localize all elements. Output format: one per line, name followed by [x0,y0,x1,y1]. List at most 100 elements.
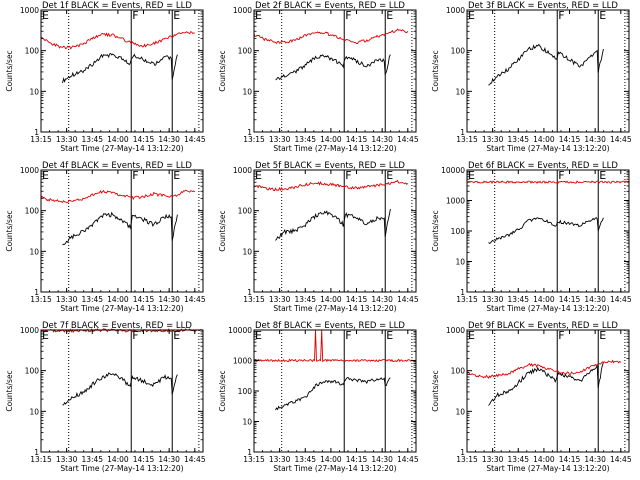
x-tick-label: 14:00 [533,135,555,144]
interval-flag: E [255,9,262,22]
x-tick-label: 14:30 [371,295,393,304]
x-tick-label: 13:30 [56,295,78,304]
x-tick-label: 14:30 [158,455,180,464]
interval-flag: E [599,169,606,182]
interval-flag: F [345,329,351,342]
x-tick-label: 14:00 [533,295,555,304]
y-tick-label: 10 [29,247,39,256]
interval-flag: F [132,329,138,342]
interval-flag: E [386,169,393,182]
lld-series-line [253,179,409,192]
lld-series-line [40,31,195,50]
x-tick-label: 13:30 [482,135,504,144]
x-tick-label: 13:30 [56,455,78,464]
y-tick-label: 1 [34,288,39,297]
lld-series-line [466,359,622,380]
interval-flag: E [468,169,475,182]
chart-title: Det 5f BLACK = Events, RED = LLD [255,161,405,171]
x-tick-label: 13:15 [30,455,52,464]
plot-frame [40,329,204,453]
x-tick-label: 14:15 [133,295,155,304]
x-tick-label: 14:15 [346,295,368,304]
x-tick-label: 14:45 [184,135,206,144]
x-axis-label: Start Time (27-May-14 13:12:20) [60,304,183,313]
interval-flag: E [173,9,180,22]
interval-flag: E [255,169,262,182]
x-tick-label: 14:30 [584,135,606,144]
chart-title: Det 4f BLACK = Events, RED = LLD [42,161,192,171]
lld-series-line [253,28,409,45]
x-axis-label: Start Time (27-May-14 13:12:20) [273,304,396,313]
events-series-line [488,362,604,406]
x-tick-label: 13:45 [81,135,103,144]
y-tick-label: 10 [455,407,465,416]
y-tick-label: 1 [34,128,39,137]
events-series-line [275,208,391,241]
events-series-line [275,377,391,411]
y-tick-label: 10000 [228,326,252,335]
y-axis-label: Counts/sec [5,370,14,411]
y-axis-label: Counts/sec [218,210,227,251]
y-tick-label: 100 [25,367,40,376]
x-tick-label: 13:15 [30,295,52,304]
x-axis-label: Start Time (27-May-14 13:12:20) [486,464,609,473]
x-tick-label: 13:45 [507,135,529,144]
interval-flag: F [345,9,351,22]
interval-flag: E [42,329,49,342]
y-tick-label: 10 [242,87,252,96]
y-tick-label: 1000 [233,6,252,15]
x-tick-label: 14:00 [320,135,342,144]
y-axis-label: Counts/sec [218,50,227,91]
y-tick-label: 10 [455,258,465,267]
y-tick-label: 100 [451,227,466,236]
x-tick-label: 14:30 [371,455,393,464]
x-tick-label: 14:00 [533,455,555,464]
y-tick-label: 1 [460,288,465,297]
events-series-line [488,216,604,244]
y-axis-label: Counts/sec [431,50,440,91]
x-tick-label: 14:45 [184,295,206,304]
y-tick-label: 1 [34,448,39,457]
y-axis-label: Counts/sec [5,50,14,91]
y-tick-label: 1 [460,128,465,137]
x-axis-label: Start Time (27-May-14 13:12:20) [273,464,396,473]
y-tick-label: 10 [455,87,465,96]
x-tick-label: 13:45 [507,295,529,304]
x-tick-label: 13:15 [243,295,265,304]
events-series-line [275,54,391,81]
x-tick-label: 13:15 [243,455,265,464]
x-tick-label: 14:00 [320,455,342,464]
interval-flag: E [599,329,606,342]
chart-title: Det 8f BLACK = Events, RED = LLD [255,321,405,331]
y-tick-label: 10 [242,247,252,256]
x-tick-label: 14:30 [158,135,180,144]
interval-flag: E [468,329,475,342]
x-tick-label: 13:45 [294,295,316,304]
y-tick-label: 10000 [441,166,465,175]
y-tick-label: 100 [451,367,466,376]
y-tick-label: 100 [451,47,466,56]
x-tick-label: 13:30 [482,295,504,304]
plot-frame [466,329,630,453]
x-tick-label: 13:15 [30,135,52,144]
x-tick-label: 13:45 [294,135,316,144]
x-axis-label: Start Time (27-May-14 13:12:20) [486,304,609,313]
chart-title: Det 9f BLACK = Events, RED = LLD [468,321,618,331]
y-tick-label: 1000 [233,166,252,175]
interval-flag: F [558,329,564,342]
x-tick-label: 14:15 [346,135,368,144]
x-tick-label: 14:15 [133,135,155,144]
plot-frame [466,169,630,293]
x-tick-label: 14:45 [184,455,206,464]
events-series-line [62,211,178,246]
plot-frame [40,9,204,133]
interval-flag: F [558,169,564,182]
y-tick-label: 1 [247,288,252,297]
lld-series-line [253,329,417,363]
y-tick-label: 1 [247,448,252,457]
